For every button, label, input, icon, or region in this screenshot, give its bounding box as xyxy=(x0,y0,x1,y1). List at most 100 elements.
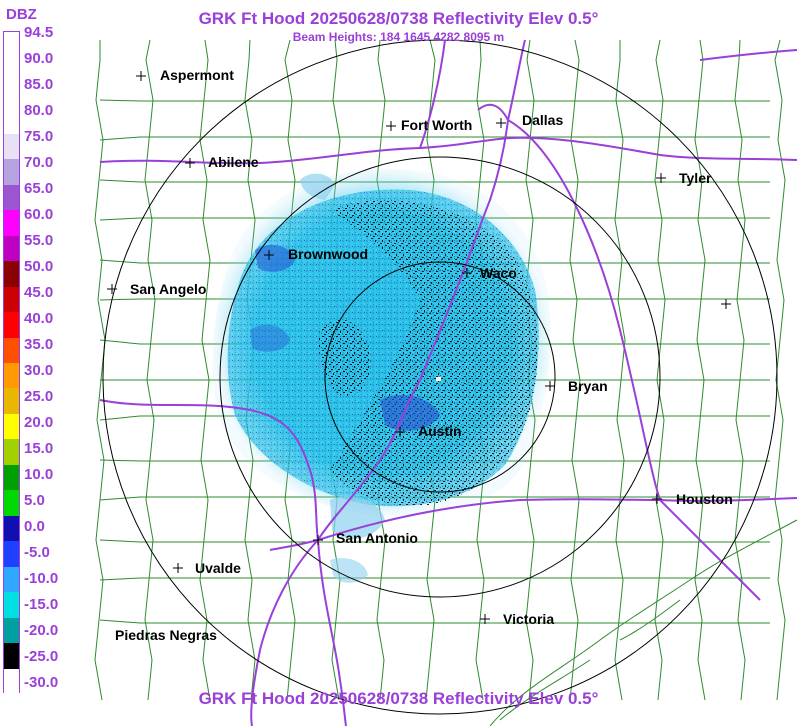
city-label-tyler: Tyler xyxy=(679,170,712,186)
city-marker xyxy=(173,563,183,573)
legend-label: -15.0 xyxy=(24,596,59,613)
county-line xyxy=(569,39,581,701)
county-line xyxy=(774,39,786,701)
legend-label: 5.0 xyxy=(24,492,45,509)
legend-label: 25.0 xyxy=(24,388,54,405)
city-marker xyxy=(264,250,274,260)
city-label-brownwood: Brownwood xyxy=(288,246,369,262)
legend-color-swatch xyxy=(4,643,19,670)
city-label-dallas: Dallas xyxy=(522,112,564,128)
county-line xyxy=(199,39,211,701)
city-label-austin: Austin xyxy=(418,423,462,439)
city-marker xyxy=(652,494,662,504)
city-marker xyxy=(136,71,146,81)
city-label-fort-worth: Fort Worth xyxy=(401,117,473,133)
legend-color-swatch xyxy=(4,541,19,568)
legend-label: -30.0 xyxy=(24,674,59,691)
city-markers xyxy=(107,71,731,624)
city-marker xyxy=(395,427,405,437)
city-label-abilene: Abilene xyxy=(208,154,259,170)
legend-label: 15.0 xyxy=(24,440,54,457)
legend-color-swatch xyxy=(4,413,19,440)
legend-color-swatch xyxy=(4,515,19,542)
reflectivity-echoes xyxy=(212,168,551,583)
legend-color-swatch xyxy=(4,464,19,491)
legend-label: 55.0 xyxy=(24,232,54,249)
county-line xyxy=(144,39,156,701)
legend-color-bar xyxy=(3,31,20,695)
county-line xyxy=(614,40,626,701)
county-line xyxy=(99,577,770,581)
county-line xyxy=(694,39,706,701)
county-line xyxy=(99,539,770,543)
color-legend: DBZ 94.5 90.0 85.0 80.0 75.0 70.0 65.0 60.0 55.0… xyxy=(0,0,60,726)
legend-color-swatch xyxy=(4,490,19,517)
legend-label: 70.0 xyxy=(24,154,54,171)
city-marker xyxy=(313,535,323,545)
legend-label: -20.0 xyxy=(24,622,59,639)
legend-color-swatch xyxy=(4,108,19,135)
city-label-victoria: Victoria xyxy=(503,611,555,627)
legend-color-swatch xyxy=(4,235,19,262)
city-marker xyxy=(721,299,731,309)
range-rings xyxy=(102,39,778,715)
legend-label: -10.0 xyxy=(24,570,59,587)
legend-color-swatch xyxy=(4,388,19,415)
legend-label: 90.0 xyxy=(24,50,54,67)
city-label-waco: Waco xyxy=(480,265,517,281)
legend-color-swatch xyxy=(4,566,19,593)
legend-color-swatch xyxy=(4,439,19,466)
legend-label: 20.0 xyxy=(24,414,54,431)
legend-color-swatch xyxy=(4,184,19,211)
city-label-aspermont: Aspermont xyxy=(160,67,234,83)
city-marker xyxy=(386,121,396,131)
legend-color-swatch xyxy=(4,133,19,160)
city-marker xyxy=(545,381,555,391)
city-label-houston: Houston xyxy=(676,491,733,507)
legend-color-swatch xyxy=(4,363,19,389)
legend-color-swatch xyxy=(4,82,19,109)
legend-label: 0.0 xyxy=(24,518,45,535)
legend-color-swatch xyxy=(4,32,19,58)
county-line xyxy=(99,619,770,624)
county-line xyxy=(99,99,770,102)
legend-unit: DBZ xyxy=(6,6,37,23)
city-label-san-antonio: San Antonio xyxy=(336,530,418,546)
legend-color-swatch xyxy=(4,159,19,186)
legend-label: 75.0 xyxy=(24,128,54,145)
city-label-uvalde: Uvalde xyxy=(195,560,241,576)
gulf-coastline xyxy=(489,519,797,726)
city-marker xyxy=(496,118,506,128)
legend-color-swatch xyxy=(4,592,19,619)
legend-color-swatch xyxy=(4,261,19,288)
map-footer-title: GRK Ft Hood 20250628/0738 Reflectivity E… xyxy=(198,689,599,708)
legend-color-swatch xyxy=(4,668,19,695)
city-marker xyxy=(185,158,195,168)
legend-color-swatch xyxy=(4,210,19,237)
city-label-san-angelo: San Angelo xyxy=(130,281,207,297)
city-label-piedras-negras: Piedras Negras xyxy=(115,627,217,643)
highways xyxy=(99,39,797,726)
legend-color-swatch xyxy=(4,337,19,364)
legend-color-swatch xyxy=(4,617,19,644)
city-marker xyxy=(462,268,472,278)
county-line xyxy=(734,39,746,701)
legend-label: 85.0 xyxy=(24,76,54,93)
legend-label: 35.0 xyxy=(24,336,54,353)
legend-label: 60.0 xyxy=(24,206,54,223)
city-marker xyxy=(480,614,490,624)
county-line xyxy=(99,136,770,141)
legend-label: 65.0 xyxy=(24,180,54,197)
legend-color-swatch xyxy=(4,286,19,313)
city-label-bryan: Bryan xyxy=(568,378,608,394)
legend-label: 80.0 xyxy=(24,102,54,119)
legend-label: 45.0 xyxy=(24,284,54,301)
legend-label: 10.0 xyxy=(24,466,54,483)
legend-label: -5.0 xyxy=(24,544,50,561)
legend-label: 50.0 xyxy=(24,258,54,275)
legend-color-swatch xyxy=(4,57,19,84)
city-marker xyxy=(107,284,117,294)
legend-label: 30.0 xyxy=(24,362,54,379)
city-marker xyxy=(656,173,666,183)
